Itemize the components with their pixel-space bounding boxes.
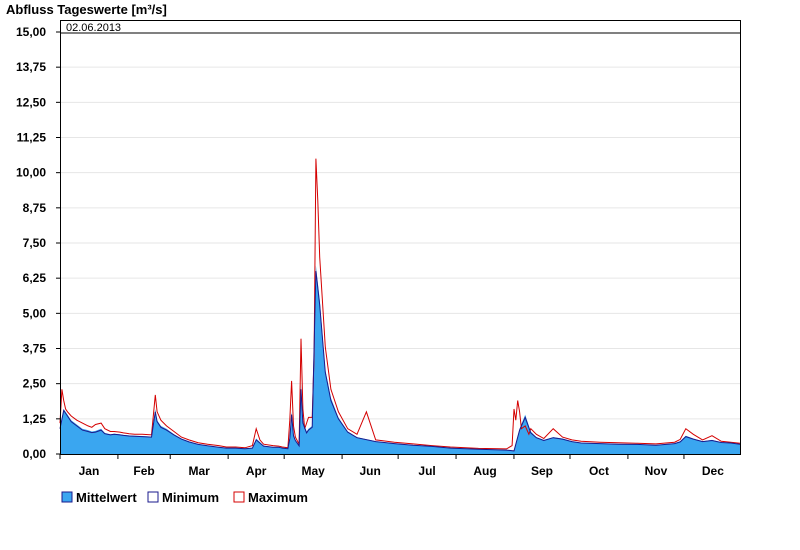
y-tick-label: 10,00: [16, 166, 46, 180]
month-label: Mar: [189, 464, 211, 478]
month-label: Jul: [418, 464, 435, 478]
month-label: Nov: [645, 464, 668, 478]
legend-label-minimum: Minimum: [162, 490, 219, 505]
plot-series: [59, 158, 741, 454]
month-label: Feb: [133, 464, 154, 478]
y-tick-label: 12,50: [16, 95, 46, 109]
y-tick-label: 13,75: [16, 60, 46, 74]
month-label: Jan: [79, 464, 100, 478]
y-tick-label: 5,00: [23, 306, 47, 320]
y-tick-label: 6,25: [23, 271, 47, 285]
month-label: Aug: [473, 464, 496, 478]
series-minimum-line: [59, 271, 741, 452]
y-tick-label: 3,75: [23, 342, 47, 356]
y-tick-label: 0,00: [23, 447, 47, 461]
series-maximum-line: [59, 158, 741, 450]
month-label: Apr: [246, 464, 267, 478]
y-tick-label: 7,50: [23, 236, 47, 250]
month-label: Sep: [531, 464, 553, 478]
legend-swatch-mittelwert: [61, 491, 73, 503]
plot-frame: [60, 20, 741, 455]
month-label: Dec: [702, 464, 724, 478]
month-label: Oct: [589, 464, 609, 478]
date-annotation: 02.06.2013: [66, 22, 121, 34]
y-tick-label: 2,50: [23, 377, 47, 391]
y-tick-label: 8,75: [23, 201, 47, 215]
legend-label-mittelwert: Mittelwert: [76, 490, 137, 505]
y-axis: 15,00 13,75 12,50 11,25 10,00 8,75 7,50 6,25 5,0…: [16, 25, 60, 461]
y-tick-label: 11,25: [17, 131, 47, 145]
legend-swatch-minimum: [147, 491, 159, 503]
month-label: May: [301, 464, 325, 478]
month-label: Jun: [359, 464, 380, 478]
grid-lines: [60, 66, 740, 420]
legend-label-maximum: Maximum: [248, 490, 308, 505]
y-tick-label: 15,00: [16, 25, 46, 39]
series-mittelwert-area: [60, 265, 740, 454]
x-axis: Jan Feb Mar Apr May Jun Jul Aug Sep Oct Nov Dec: [59, 454, 724, 478]
legend-swatch-maximum: [233, 491, 245, 503]
y-tick-label: 1,25: [23, 412, 47, 426]
chart-title: Abfluss Tageswerte [m³/s]: [6, 2, 167, 17]
legend: Mittelwert Minimum Maximum: [61, 490, 308, 505]
